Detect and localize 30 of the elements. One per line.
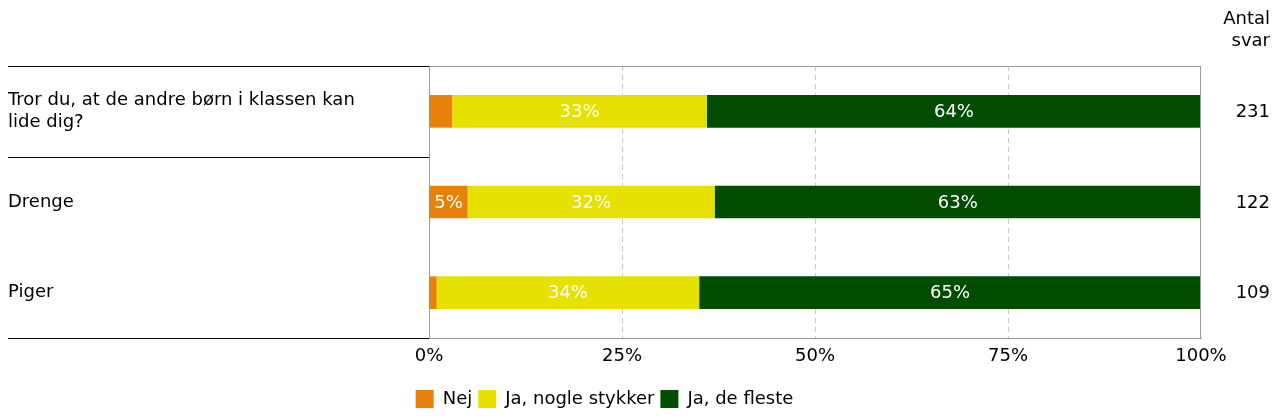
bar <box>429 276 437 309</box>
data-label: 64% <box>933 100 974 122</box>
x-tick-label: 25% <box>601 344 643 366</box>
bar <box>706 95 1201 128</box>
data-label: 5% <box>434 190 463 212</box>
y-tick-label: Drenge <box>8 189 74 211</box>
data-label: 65% <box>930 281 971 303</box>
bar <box>714 185 1201 219</box>
text: Antal svar <box>1223 6 1271 50</box>
y-tick-label: Tror du, at de andre børn i klassen kan lide dig? <box>7 88 355 131</box>
bar <box>467 185 715 219</box>
x-tick-label: 50% <box>794 344 836 366</box>
legend-label: Ja, nogle stykker <box>504 386 655 408</box>
x-tick-label: 0% <box>414 344 444 366</box>
data-label: 32% <box>571 190 612 212</box>
text: 109 <box>1235 281 1270 303</box>
bar <box>429 95 453 128</box>
text: 122 <box>1235 190 1270 212</box>
data-label: 63% <box>937 190 978 212</box>
text: 231 <box>1235 100 1270 122</box>
x-tick-label: 75% <box>987 344 1029 366</box>
x-tick-label: 100% <box>1175 344 1227 366</box>
bar <box>436 276 700 309</box>
legend-label: Ja, de fleste <box>686 386 794 408</box>
bar <box>452 95 707 128</box>
legend-label: Nej <box>442 386 473 408</box>
y-tick-label: Piger <box>8 280 54 302</box>
bar <box>699 276 1201 309</box>
data-label: 34% <box>547 281 588 303</box>
data-label: 33% <box>559 100 600 122</box>
